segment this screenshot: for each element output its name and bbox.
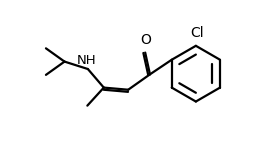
Text: O: O — [140, 33, 151, 47]
Text: NH: NH — [77, 54, 96, 67]
Text: Cl: Cl — [190, 26, 204, 40]
